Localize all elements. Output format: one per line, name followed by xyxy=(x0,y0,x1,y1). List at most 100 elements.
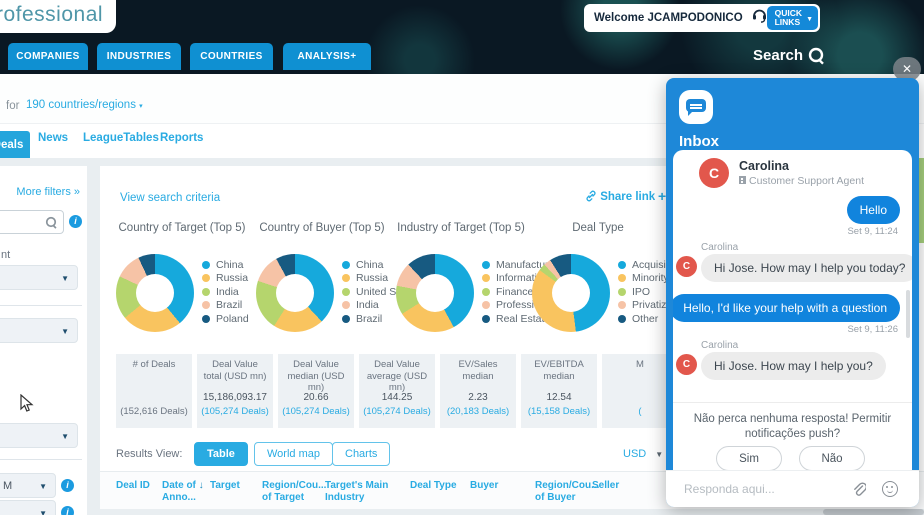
filter-select-1[interactable]: ▼ xyxy=(0,265,78,290)
info-icon[interactable]: i xyxy=(69,215,82,228)
view-button-charts[interactable]: Charts xyxy=(332,442,391,466)
stat-value: 15,186,093.17 xyxy=(203,392,267,403)
column-header-seller[interactable]: Seller xyxy=(592,480,620,491)
legend-item: Brazil xyxy=(202,299,249,313)
legend-dot-icon xyxy=(342,260,350,269)
legend-label: China xyxy=(356,258,384,271)
legend-item: Other xyxy=(618,312,689,326)
donut-chart xyxy=(116,254,194,332)
column-header-buyer[interactable]: Buyer xyxy=(470,480,499,491)
nav-tab-analysis[interactable]: ANALYSIS+ xyxy=(283,43,371,70)
filter-select-3[interactable]: ▼ xyxy=(0,423,78,448)
column-header-dateof[interactable]: Date of ↓ Anno... xyxy=(162,480,204,503)
filter-select-4[interactable]: M ▼ xyxy=(0,473,56,498)
column-header-dealid[interactable]: Deal ID xyxy=(116,480,150,491)
column-header-regioncou[interactable]: Region/Cou... of Target xyxy=(262,480,327,503)
chart-3: Industry of Target (Top 5) Manufacturing I… xyxy=(392,214,565,389)
stat-count[interactable]: (15,158 Deals) xyxy=(527,406,591,417)
filter-search-input[interactable] xyxy=(0,210,64,234)
chevron-down-icon: ▼ xyxy=(655,450,664,459)
chat-close-button[interactable]: ✕ xyxy=(893,57,921,81)
legend-item: Russia xyxy=(202,272,249,286)
stat-title: EV/Sales median xyxy=(458,359,498,382)
view-button-world-map[interactable]: World map xyxy=(254,442,333,466)
agent-avatar: C xyxy=(676,256,697,277)
chart-2: Country of Buyer (Top 5) China Russia Unite… xyxy=(252,214,419,389)
subtab-deals[interactable]: Deals xyxy=(0,131,30,158)
column-header-target[interactable]: Target xyxy=(210,480,240,491)
more-filters-link[interactable]: More filters » xyxy=(16,186,80,198)
stat-card-6: EV/EBITDA median 12.54 (15,158 Deals) xyxy=(521,354,597,428)
legend: China Russia India Brazil Poland xyxy=(202,258,249,326)
nav-tab-industries[interactable]: INDUSTRIES xyxy=(97,43,181,70)
donut-hole xyxy=(136,274,174,312)
search-label[interactable]: Search xyxy=(753,47,804,64)
chevron-down-icon: ▾ xyxy=(139,103,143,110)
legend-dot-icon xyxy=(202,301,210,310)
search-icon[interactable] xyxy=(808,47,824,63)
view-button-table[interactable]: Table xyxy=(194,442,248,466)
legend-item: Poland xyxy=(202,312,249,326)
stats-row: # of Deals (152,616 Deals) Deal Value total… xyxy=(116,354,678,428)
sort-descending-icon[interactable]: ↓ xyxy=(195,480,204,491)
stat-count[interactable]: (105,274 Deals) xyxy=(363,406,431,417)
building-icon xyxy=(739,176,746,184)
headset-icon[interactable] xyxy=(751,7,768,29)
chat-message-agent: Hi Jose. How may I help you? xyxy=(701,352,886,380)
legend-dot-icon xyxy=(342,287,350,296)
legend-item: China xyxy=(342,258,419,272)
donut-hole xyxy=(552,274,590,312)
stat-count[interactable]: ( xyxy=(638,406,642,417)
column-header-regioncou[interactable]: Region/Cou... of Buyer xyxy=(535,480,600,503)
horizontal-scrollbar[interactable] xyxy=(823,509,924,515)
push-yes-button[interactable]: Sim xyxy=(716,446,782,470)
chat-message-user: Hello, I'd like your help with a questio… xyxy=(673,294,900,322)
chart-title: Country of Target (Top 5) xyxy=(118,222,246,234)
share-link[interactable]: Share link xyxy=(585,190,655,203)
nav-tab-companies[interactable]: COMPANIES xyxy=(8,43,88,70)
subtab-leaguetables[interactable]: LeagueTables xyxy=(83,132,159,144)
donut-chart xyxy=(256,254,334,332)
stat-count[interactable]: (152,616 Deals) xyxy=(120,406,188,417)
share-link-label: Share link xyxy=(600,191,656,203)
currency-dropdown[interactable]: USD ▼ xyxy=(623,448,663,460)
chevron-down-icon: ▼ xyxy=(61,432,69,441)
divider xyxy=(673,402,912,403)
legend-label: Russia xyxy=(216,272,249,285)
filter-select-2[interactable]: ▼ xyxy=(0,318,78,343)
attachment-paperclip-icon[interactable] xyxy=(850,480,868,498)
view-search-criteria-link[interactable]: View search criteria xyxy=(120,192,221,204)
countries-scope-dropdown[interactable]: 190 countries/regions ▾ xyxy=(26,99,143,111)
column-header-targetsmain[interactable]: Target's Main Industry xyxy=(325,480,389,503)
info-icon[interactable]: i xyxy=(61,479,74,492)
stat-value xyxy=(118,392,190,404)
stat-title: Deal Value average (USD mn) xyxy=(366,359,428,393)
stat-card-3: Deal Value median (USD mn) 20.66 (105,274 D… xyxy=(278,354,354,428)
stat-count[interactable]: (20,183 Deals) xyxy=(446,406,510,417)
quick-links-button[interactable]: QUICK LINKS ▼ xyxy=(766,6,818,30)
for-label: for xyxy=(6,100,20,112)
chart-title: Country of Buyer (Top 5) xyxy=(259,222,385,234)
legend-dot-icon xyxy=(482,274,490,283)
nav-tab-countries[interactable]: COUNTRIES xyxy=(190,43,273,70)
chat-agent-label: Carolina xyxy=(701,242,739,253)
results-view-row: Results View: Table World map Charts USD ▼ xyxy=(116,442,716,468)
legend-dot-icon xyxy=(482,314,490,323)
chat-scrollbar[interactable] xyxy=(906,290,910,338)
subtab-reports[interactable]: Reports xyxy=(160,132,204,144)
legend-dot-icon xyxy=(342,301,350,310)
legend-dot-icon xyxy=(202,274,210,283)
chevron-down-icon: ▼ xyxy=(61,274,69,283)
subtab-news[interactable]: News xyxy=(38,132,69,144)
push-no-button[interactable]: Não xyxy=(799,446,865,470)
filter-select-5[interactable]: ▼ xyxy=(0,500,56,515)
stat-count[interactable]: (105,274 Deals) xyxy=(201,406,269,417)
stat-count[interactable]: (105,274 Deals) xyxy=(282,406,350,417)
stat-value: 20.66 xyxy=(303,392,329,403)
column-header-dealtype[interactable]: Deal Type xyxy=(410,480,457,491)
emoji-icon[interactable] xyxy=(882,481,898,497)
donut-chart xyxy=(532,254,610,332)
add-button[interactable]: + xyxy=(658,188,667,204)
chat-input-bar[interactable]: Responda aqui... xyxy=(666,470,919,507)
info-icon[interactable]: i xyxy=(61,506,74,515)
